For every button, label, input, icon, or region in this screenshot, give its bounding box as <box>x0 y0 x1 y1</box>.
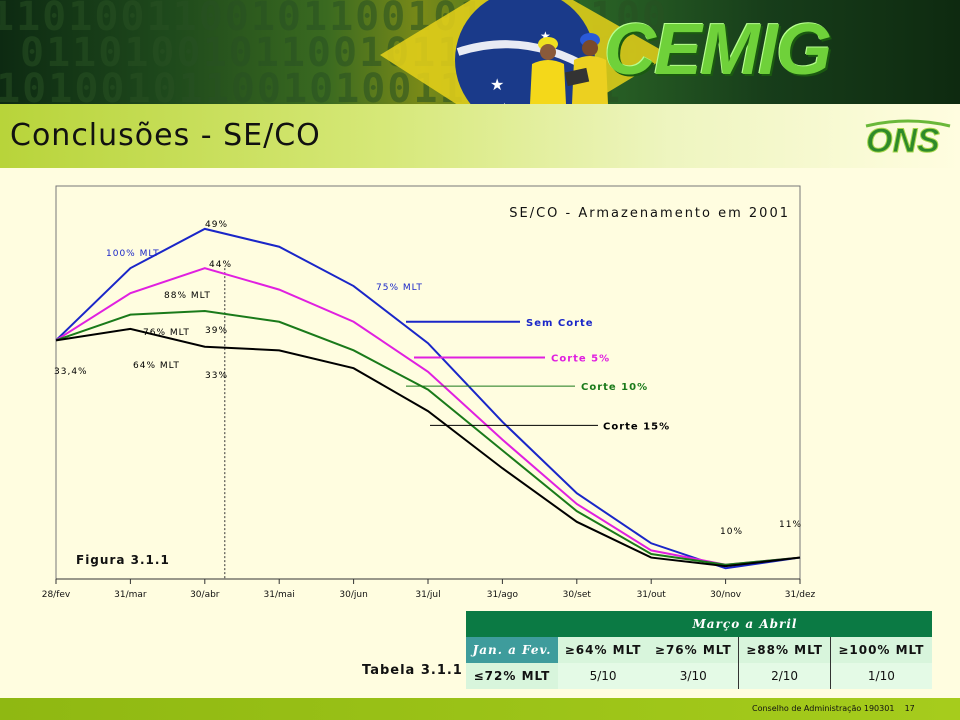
table-cell: 2/10 <box>738 663 831 689</box>
data-annotation: 88% MLT <box>164 291 211 301</box>
data-annotation: 33% <box>205 371 228 381</box>
mlt-table: Março a Abril Jan. a Fev. ≥64% MLT ≥76% … <box>466 611 932 689</box>
legend-label: Corte 10% <box>581 382 648 393</box>
ons-logo-text: ONS <box>866 122 940 160</box>
footer-caption: Conselho de Administração 190301 <box>752 704 895 713</box>
x-ticks <box>55 579 801 584</box>
series-line-1 <box>55 267 801 566</box>
table-period-header: Março a Abril <box>558 611 932 637</box>
x-tick-label: 31/jul <box>415 590 440 600</box>
x-tick-label: 28/fev <box>42 590 71 600</box>
table-label: Tabela 3.1.1 <box>362 663 463 678</box>
x-tick-label: 30/nov <box>710 590 742 600</box>
data-annotation: 11% <box>779 520 802 530</box>
series-line-3 <box>55 327 801 568</box>
data-annotation: 75% MLT <box>376 283 423 293</box>
data-annotation: 39% <box>205 326 228 336</box>
series-line-2 <box>55 310 801 566</box>
data-annotation: 76% MLT <box>143 328 190 338</box>
table-corner-header: Jan. a Fev. <box>466 637 558 663</box>
x-tick-label: 30/jun <box>339 590 367 600</box>
data-annotation: 10% <box>720 527 743 537</box>
series-lines <box>55 227 801 570</box>
table-cell: 3/10 <box>648 663 739 689</box>
annotations: 100% MLT 49% 44% 88% MLT 39% 76% MLT 64% MLT 33… <box>54 220 802 537</box>
chart: 28/fev 31/mar 30/abr 31/mai 30/jun 31/jul 31/a… <box>42 185 816 600</box>
svg-text:★: ★ <box>490 75 504 94</box>
x-tick-label: 31/mai <box>264 590 295 600</box>
table-column-header: ≥64% MLT <box>558 637 649 663</box>
data-annotation: 44% <box>209 260 232 270</box>
x-tick-label: 31/mar <box>114 590 147 600</box>
workers-photo <box>530 33 608 104</box>
svg-text:★: ★ <box>540 29 551 43</box>
legend-label: Corte 5% <box>551 353 610 364</box>
table-cell: 1/10 <box>829 663 932 689</box>
legend-labels: Sem Corte Corte 5% Corte 10% Corte 15% <box>526 318 670 433</box>
legend-label: Corte 15% <box>603 421 670 432</box>
series-line-0 <box>55 227 801 570</box>
x-tick-labels: 28/fev 31/mar 30/abr 31/mai 30/jun 31/jul 31/a… <box>42 590 816 600</box>
x-tick-label: 31/ago <box>487 590 519 600</box>
x-tick-label: 30/set <box>563 590 592 600</box>
svg-text:★: ★ <box>500 102 509 104</box>
chart-frame <box>55 185 801 580</box>
cemig-logo: CEMIG <box>604 10 832 90</box>
chart-title: SE/CO - Armazenamento em 2001 <box>509 206 790 221</box>
table-empty-corner <box>466 611 558 637</box>
x-tick-label: 30/abr <box>190 590 220 600</box>
footer-text: Conselho de Administração 190301 17 <box>752 704 915 713</box>
footer-bar: Conselho de Administração 190301 17 <box>0 698 960 720</box>
figure-label: Figura 3.1.1 <box>76 553 170 567</box>
table-column-header: ≥76% MLT <box>648 637 739 663</box>
data-annotation: 33,4% <box>54 367 88 377</box>
data-annotation: 49% <box>205 220 228 230</box>
page-number: 17 <box>904 704 915 713</box>
legend-leaders <box>406 320 598 426</box>
x-tick-label: 31/out <box>637 590 667 600</box>
table-row-label: ≤72% MLT <box>466 663 558 689</box>
title-bar: Conclusões - SE/CO ONS <box>0 104 960 168</box>
data-annotation: 100% MLT <box>106 249 160 259</box>
header-banner: 11010011001011001010101100 0110100101100… <box>0 0 960 104</box>
table-column-header: ≥100% MLT <box>829 637 932 663</box>
data-annotation: 64% MLT <box>133 361 180 371</box>
ons-logo: ONS <box>866 119 951 161</box>
page-title: Conclusões - SE/CO <box>10 118 321 153</box>
legend-label: Sem Corte <box>526 318 594 329</box>
table-column-header: ≥88% MLT <box>738 637 831 663</box>
table-cell: 5/10 <box>558 663 649 689</box>
x-tick-label: 31/dez <box>785 590 816 600</box>
